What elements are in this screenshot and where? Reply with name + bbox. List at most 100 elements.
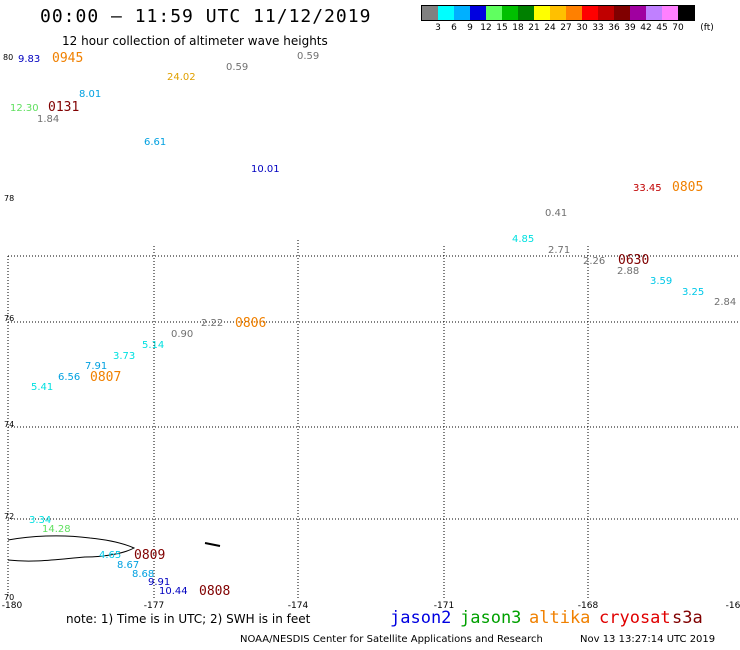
color-scale-swatches: [421, 5, 695, 21]
legend-altika: altika: [529, 608, 591, 628]
color-scale-tick: 12: [480, 23, 492, 33]
pass-time-label: 0945: [52, 51, 84, 66]
color-swatch: [598, 6, 614, 20]
herald-island: [204, 542, 221, 547]
lat-label-78a: 78: [4, 194, 15, 203]
color-swatch: [566, 6, 582, 20]
pass-time-label: 0805: [672, 180, 704, 195]
map-title: 00:00 – 11:59 UTC 11/12/2019: [40, 6, 372, 27]
lat-label-70: 70: [4, 593, 15, 602]
wave-height-label: 0.90: [171, 329, 194, 340]
lon-label-177: -177: [143, 601, 165, 611]
wave-height-label: 5.41: [31, 382, 54, 393]
wave-height-label: 8.68: [132, 569, 155, 580]
wave-height-label: 10.01: [251, 164, 280, 175]
map-subtitle: 12 hour collection of altimeter wave hei…: [62, 34, 328, 48]
wave-height-label: 9.91: [148, 577, 171, 588]
wave-height-label: 33.45: [633, 183, 662, 194]
wave-height-label: 2.88: [617, 266, 640, 277]
pass-time-label: 0131: [48, 100, 80, 115]
pass-time-label: 0806: [235, 316, 267, 331]
lon-label-174: -174: [287, 601, 309, 611]
color-scale-tick: 39: [624, 23, 636, 33]
footnote: note: 1) Time is in UTC; 2) SWH is in fe…: [66, 612, 311, 626]
wave-height-label: 12.30: [10, 103, 39, 114]
color-scale-tick: 45: [656, 23, 668, 33]
color-scale-tick: 42: [640, 23, 652, 33]
wave-height-label: 0.41: [545, 208, 568, 219]
wave-height-label: 2.26: [583, 256, 606, 267]
color-scale-tick: 27: [560, 23, 572, 33]
legend-jason3: jason3: [460, 608, 522, 628]
wave-height-label: 3.73: [113, 351, 136, 362]
pass-time-label: 0809: [134, 548, 166, 563]
wave-height-label: 3.25: [682, 287, 705, 298]
wave-height-label: 6.56: [58, 372, 81, 383]
wave-height-label: 1.84: [37, 114, 60, 125]
wave-height-label: 2.84: [714, 297, 737, 308]
wave-height-label: 14.28: [42, 524, 71, 535]
legend-jason2: jason2: [390, 608, 452, 628]
lat-label-74: 74: [4, 420, 15, 429]
color-scale-tick: 18: [512, 23, 524, 33]
color-scale-tick: 15: [496, 23, 508, 33]
wave-height-label: 4.65: [99, 550, 122, 561]
color-swatch: [422, 6, 438, 20]
wave-height-label: 6.61: [144, 137, 167, 148]
lon-label-168: -168: [577, 601, 599, 611]
color-swatch: [502, 6, 518, 20]
lon-label-171: -171: [433, 601, 455, 611]
wave-height-label: 24.02: [167, 72, 196, 83]
color-scale-tick: 33: [592, 23, 604, 33]
color-scale-tick: 3: [435, 23, 441, 33]
color-scale: 3 6 9 12 15 18 21 24 27 30 33 36 39 42 45 70 (ft): [421, 5, 714, 35]
color-swatch: [470, 6, 486, 20]
pass-time-label: 0808: [199, 584, 231, 599]
pass-time-label: 0630: [618, 253, 650, 268]
wave-height-label: 4.85: [512, 234, 535, 245]
graticule: [7, 240, 740, 598]
color-swatch: [534, 6, 550, 20]
wave-height-label: 2.71: [548, 245, 571, 256]
wave-height-label: 7.91: [85, 361, 108, 372]
wave-height-label: 10.44: [159, 586, 188, 597]
color-swatch: [582, 6, 598, 20]
color-scale-labels: 3 6 9 12 15 18 21 24 27 30 33 36 39 42 45 70 (ft): [421, 21, 714, 35]
lat-label-80: 80: [3, 53, 14, 62]
color-scale-tick: 30: [576, 23, 588, 33]
legend-s3a: s3a: [672, 608, 703, 628]
color-swatch: [518, 6, 534, 20]
color-scale-tick: 21: [528, 23, 540, 33]
credit-line: NOAA/NESDIS Center for Satellite Applica…: [240, 634, 543, 645]
color-swatch: [630, 6, 646, 20]
wave-height-label: 5.14: [142, 340, 165, 351]
color-swatch: [662, 6, 678, 20]
color-scale-tick: 70: [672, 23, 684, 33]
wave-height-label: 3.34: [29, 515, 52, 526]
wave-height-label: 0.59: [297, 51, 320, 62]
wave-height-label: 8.67: [117, 560, 140, 571]
color-swatch: [550, 6, 566, 20]
color-swatch: [614, 6, 630, 20]
color-swatch: [486, 6, 502, 20]
color-scale-tick: 24: [544, 23, 556, 33]
pass-time-label: 0807: [90, 370, 122, 385]
color-swatch: [678, 6, 694, 20]
lon-label-180: -180: [1, 601, 23, 611]
lat-label-78b: 76: [4, 314, 15, 323]
lon-label-165: -16: [725, 601, 740, 611]
wave-height-label: 8.01: [79, 89, 102, 100]
color-swatch: [646, 6, 662, 20]
wave-height-label: 3.59: [650, 276, 673, 287]
lat-label-72: 72: [4, 512, 15, 521]
color-swatch: [438, 6, 454, 20]
generated-timestamp: Nov 13 13:27:14 UTC 2019: [580, 634, 716, 645]
wave-height-label: 2.22: [201, 318, 224, 329]
color-swatch: [454, 6, 470, 20]
legend-cryosat: cryosat: [599, 608, 671, 628]
color-scale-tick: 6: [451, 23, 457, 33]
wave-height-label: 9.83: [18, 54, 41, 65]
wave-height-label: 0.59: [226, 62, 249, 73]
color-scale-unit: (ft): [700, 23, 714, 33]
